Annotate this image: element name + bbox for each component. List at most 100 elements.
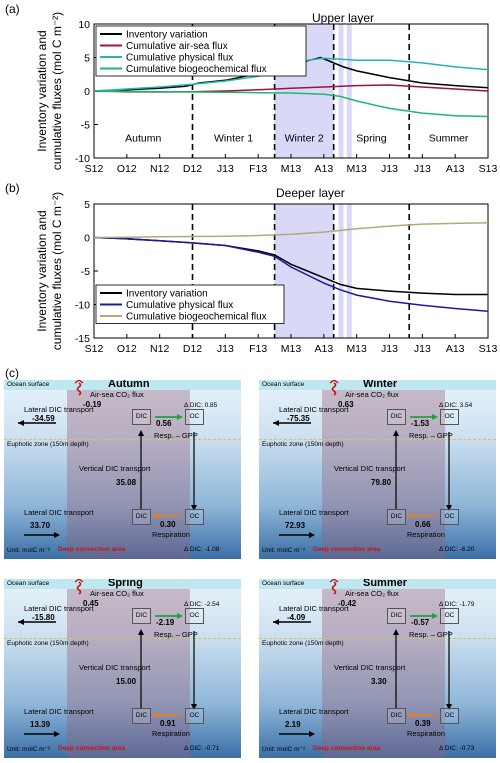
- ocean-surface-band: [259, 579, 496, 589]
- euphotic-zone-label: Euphotic zone (150m depth): [7, 640, 89, 647]
- oc-box-upper: OC: [440, 409, 459, 425]
- oc-box-upper: OC: [185, 608, 204, 624]
- oc-box-upper: OC: [440, 608, 459, 624]
- deeper-xtick-label: J13: [381, 343, 398, 355]
- upper-ytick-label: -10: [75, 153, 90, 165]
- deeper-ylabel-line1: Inventory variation and: [35, 210, 49, 331]
- upper-legend-entry: Cumulative biogeochemical flux: [126, 64, 267, 75]
- ocean-surface-label: Ocean surface: [262, 381, 305, 388]
- upper-xtick-label: M13: [281, 163, 302, 175]
- season-title: Summer: [363, 579, 408, 589]
- upper-xtick-label: S13: [479, 163, 498, 175]
- lateral-bottom-label: Lateral DIC transport: [279, 508, 349, 517]
- deeper-winter2-shading: [274, 204, 334, 338]
- lateral-top-value: -34.59: [32, 414, 55, 423]
- vertical-transport-arrow-head: [393, 430, 399, 436]
- deeper-xtick-label: F13: [249, 343, 267, 355]
- upper-xtick-label: S12: [85, 163, 104, 175]
- vertical-transport-label: Vertical DIC transport: [79, 663, 151, 672]
- schematic-arrows: [18, 380, 197, 538]
- dic-box-lower: DIC: [387, 708, 406, 724]
- dic-box-lower: DIC: [132, 509, 151, 525]
- deep-convection-area: [322, 390, 445, 559]
- unit-label: Unit: molC m⁻²: [262, 547, 306, 554]
- deeper-ytick-label: -15: [75, 333, 90, 345]
- lateral-top-value: -15.80: [32, 613, 55, 622]
- deeper-shading-strip: [338, 204, 344, 338]
- air-sea-flux-arrow: [331, 581, 337, 595]
- air-sea-flux-arrow-head: [329, 579, 339, 583]
- euphotic-zone-label: Euphotic zone (150m depth): [262, 441, 344, 448]
- deeper-ytick-label: 5: [84, 199, 90, 211]
- lateral-bottom-label: Lateral DIC transport: [24, 508, 94, 517]
- upper-ytick-label: -5: [81, 120, 90, 132]
- upper-layer-chart: -10 -5 0 5 10 S12 O12 N12 D12 J13 F13 M13 A13 M13 J13 J…: [35, 11, 498, 175]
- respiration-arrow-head: [407, 513, 413, 519]
- air-sea-flux-arrow: [331, 382, 337, 396]
- resp-gpp-label: Resp. – GPP: [409, 630, 453, 639]
- panel-label-c: (c): [5, 366, 19, 380]
- upper-ytick-label: 0: [84, 86, 90, 98]
- deep-convection-area: [322, 589, 445, 758]
- respiration-label: Respiration: [407, 530, 445, 539]
- lateral-bottom-label: Lateral DIC transport: [24, 707, 94, 716]
- resp-gpp-value: -1.53: [411, 419, 430, 428]
- ocean-surface-label: Ocean surface: [7, 580, 50, 587]
- respiration-arrow-head: [407, 712, 413, 718]
- deeper-xtick-label: J13: [217, 343, 234, 355]
- schematic-arrows: [18, 579, 197, 737]
- lateral-bottom-value: 33.70: [30, 521, 51, 530]
- ocean-surface-band: [259, 380, 496, 390]
- oc-box-upper: OC: [185, 409, 204, 425]
- deeper-xtick-label: S13: [479, 343, 498, 355]
- oc-box-lower: OC: [440, 708, 459, 724]
- air-sea-flux-arrow-head: [329, 380, 339, 384]
- deeper-xtick-label: S12: [85, 343, 104, 355]
- respiration-label: Respiration: [152, 729, 190, 738]
- euphotic-zone-label: Euphotic zone (150m depth): [7, 441, 89, 448]
- ocean-surface-label: Ocean surface: [7, 381, 50, 388]
- vertical-transport-label: Vertical DIC transport: [79, 464, 151, 473]
- deeper-legend-entry: Cumulative biogeochemical flux: [126, 312, 267, 323]
- lateral-bottom-arrow-head: [309, 731, 315, 737]
- upper-ytick-label: 5: [84, 53, 90, 65]
- season-label: Autumn: [125, 132, 161, 144]
- respiration-value: 0.39: [415, 719, 431, 728]
- air-sea-flux-label: Air-sea CO₂ flux: [345, 390, 399, 399]
- resp-gpp-value: -2.19: [156, 618, 175, 627]
- delta-dic-upper: Δ DIC: -2.54: [184, 601, 220, 608]
- season-title: Autumn: [108, 380, 150, 390]
- upper-xtick-label: A13: [446, 163, 465, 175]
- vertical-transport-label: Vertical DIC transport: [334, 464, 406, 473]
- lateral-bottom-arrow-head: [309, 532, 315, 538]
- air-sea-flux-arrow: [76, 382, 82, 396]
- deeper-series-line: [93, 222, 489, 239]
- euphotic-zone-line: [4, 439, 241, 440]
- delta-dic-lower: Δ DIC: -6.20: [439, 546, 475, 553]
- upper-ytick-label: 10: [78, 19, 90, 31]
- deep-convection-area: [67, 390, 190, 559]
- lateral-bottom-value: 2.19: [285, 720, 301, 729]
- resp-gpp-arrow-head: [177, 613, 183, 619]
- upper-xtick-label: D12: [183, 163, 202, 175]
- lateral-bottom-value: 72.93: [285, 521, 306, 530]
- delta-dic-upper: Δ DIC: 0.85: [184, 402, 218, 409]
- deeper-xtick-label: A13: [446, 343, 465, 355]
- unit-label: Unit: molC m⁻²: [7, 746, 51, 753]
- air-sea-flux-arrow-head: [74, 380, 84, 384]
- deeper-ylabel-line2: cumulative fluxes (mol C m⁻²): [50, 192, 64, 350]
- lateral-top-arrow-head: [18, 619, 24, 625]
- delta-dic-lower: Δ DIC: -0.71: [184, 745, 220, 752]
- schematic-arrows: [273, 579, 452, 737]
- oc-box-lower: OC: [185, 708, 204, 724]
- schematic-arrows: [273, 380, 452, 538]
- dic-box-lower: DIC: [132, 708, 151, 724]
- deeper-xtick-label: A13: [314, 343, 333, 355]
- deep-convection-label: Deep convection area: [58, 745, 126, 752]
- resp-gpp-label: Resp. – GPP: [154, 630, 198, 639]
- season-title: Winter: [363, 380, 398, 390]
- oc-sinking-arrow-head: [446, 505, 452, 511]
- respiration-value: 0.30: [160, 520, 176, 529]
- lateral-top-arrow-head: [273, 420, 279, 426]
